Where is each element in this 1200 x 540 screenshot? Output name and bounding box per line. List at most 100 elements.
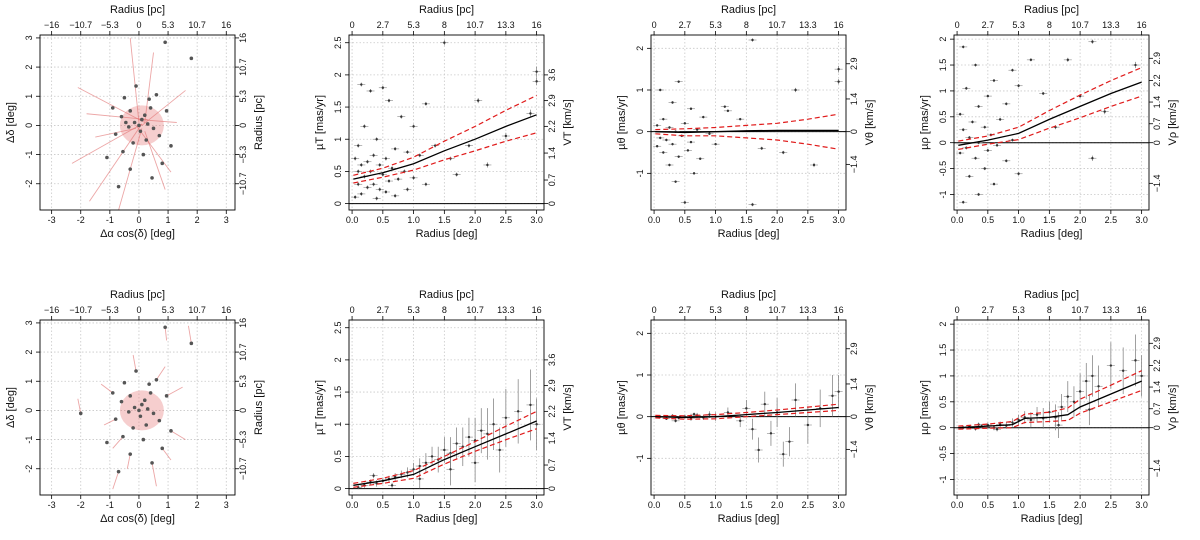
data-point xyxy=(119,399,124,404)
right-tick-label: 2.9 xyxy=(849,342,859,355)
y-tick-label: 0 xyxy=(333,201,343,206)
data-point xyxy=(375,197,378,200)
top-tick-label: 5.3 xyxy=(1012,305,1025,315)
data-point xyxy=(668,126,671,129)
data-point xyxy=(138,129,143,134)
right-tick-label: 16 xyxy=(238,33,248,43)
y-tick-label: 2 xyxy=(333,72,343,77)
x-tick-label: 3 xyxy=(224,215,229,225)
data-point xyxy=(1011,138,1014,142)
right-axis-label: Radius [pc] xyxy=(253,380,265,435)
data-point xyxy=(390,166,394,170)
y-tick-label: 3 xyxy=(24,320,34,325)
data-point xyxy=(995,428,999,431)
data-point xyxy=(782,151,785,154)
data-point xyxy=(745,407,748,410)
data-point xyxy=(390,484,394,487)
data-point xyxy=(353,157,357,160)
y-tick-label: -1 xyxy=(635,454,645,462)
data-point xyxy=(1017,84,1020,87)
data-point xyxy=(137,123,141,128)
motion-vector xyxy=(126,454,131,469)
data-point xyxy=(504,416,508,419)
data-point xyxy=(360,83,363,86)
data-point xyxy=(689,140,693,144)
data-point xyxy=(1091,157,1094,160)
data-point xyxy=(529,112,532,115)
data-point xyxy=(160,446,165,451)
right-tick-label: 1.4 xyxy=(547,147,557,160)
data-point xyxy=(163,40,167,45)
top-axis-label: Radius [pc] xyxy=(1024,4,1079,16)
y-tick-label: -1 xyxy=(938,190,948,198)
right-tick-label: 0 xyxy=(238,408,248,413)
data-point xyxy=(794,88,797,92)
right-tick-label: 1.4 xyxy=(849,378,859,391)
right-tick-label: −1.4 xyxy=(1152,174,1162,192)
top-tick-label: 2.7 xyxy=(377,20,390,30)
y-tick-label: -0.5 xyxy=(938,161,948,177)
y-tick-label: 1 xyxy=(938,88,948,93)
top-axis-label: Radius [pc] xyxy=(110,4,165,16)
data-point xyxy=(142,398,147,403)
data-point xyxy=(128,452,133,456)
y-tick-label: -1 xyxy=(24,151,34,159)
x-tick-label: 2.0 xyxy=(469,215,482,225)
plot-frame xyxy=(39,34,236,211)
data-point xyxy=(393,147,397,151)
x-tick-label: 0.0 xyxy=(648,500,661,510)
data-point xyxy=(986,94,990,98)
right-tick-label: 2.2 xyxy=(1152,74,1162,87)
right-tick-label: 2.9 xyxy=(547,94,557,107)
data-point xyxy=(384,190,388,194)
series-mean xyxy=(353,420,537,486)
data-point xyxy=(958,151,962,155)
y-tick-label: 0 xyxy=(333,486,343,491)
data-point xyxy=(1066,395,1070,398)
data-point xyxy=(360,192,363,196)
y-tick-label: 0.5 xyxy=(333,165,343,178)
data-point xyxy=(357,144,360,147)
data-point xyxy=(662,117,665,121)
right-tick-label: 2.9 xyxy=(849,57,859,70)
data-point xyxy=(169,144,173,148)
data-point xyxy=(837,390,840,393)
top-tick-label: 5.3 xyxy=(709,20,722,30)
data-point xyxy=(140,117,144,122)
data-point xyxy=(110,391,115,395)
top-tick-label: 16 xyxy=(532,305,542,315)
right-tick-label: 3.6 xyxy=(547,354,557,367)
x-tick-label: 3.0 xyxy=(832,215,845,225)
data-point xyxy=(738,419,742,423)
series-lower xyxy=(958,95,1142,150)
data-point xyxy=(1121,369,1125,372)
y-tick-label: -1 xyxy=(938,475,948,483)
y-tick-label: 1 xyxy=(24,94,34,99)
top-tick-label: 8 xyxy=(744,20,749,30)
x-tick-label: 3.0 xyxy=(832,500,845,510)
data-point xyxy=(674,180,677,183)
top-tick-label: 0 xyxy=(136,305,141,315)
top-tick-label: 16 xyxy=(1137,305,1147,315)
data-point xyxy=(357,170,360,173)
data-point xyxy=(372,183,375,186)
data-point xyxy=(695,128,699,131)
data-point xyxy=(769,432,773,435)
data-point xyxy=(154,377,159,382)
top-tick-label: 10.7 xyxy=(466,20,484,30)
data-point xyxy=(1060,405,1063,409)
x-tick-label: 3.0 xyxy=(530,215,543,225)
data-point xyxy=(147,97,151,101)
data-point xyxy=(418,477,421,481)
data-point xyxy=(1035,413,1039,416)
top-axis-label: Radius [pc] xyxy=(1024,289,1079,301)
data-point xyxy=(1029,58,1033,62)
top-tick-label: 2.7 xyxy=(679,20,692,30)
x-tick-label: 0.5 xyxy=(377,500,390,510)
motion-vector xyxy=(151,462,157,487)
y-tick-label: -2 xyxy=(24,180,34,188)
data-point xyxy=(110,106,115,110)
data-point xyxy=(1011,421,1014,424)
data-point xyxy=(105,440,109,445)
data-point xyxy=(782,452,785,456)
